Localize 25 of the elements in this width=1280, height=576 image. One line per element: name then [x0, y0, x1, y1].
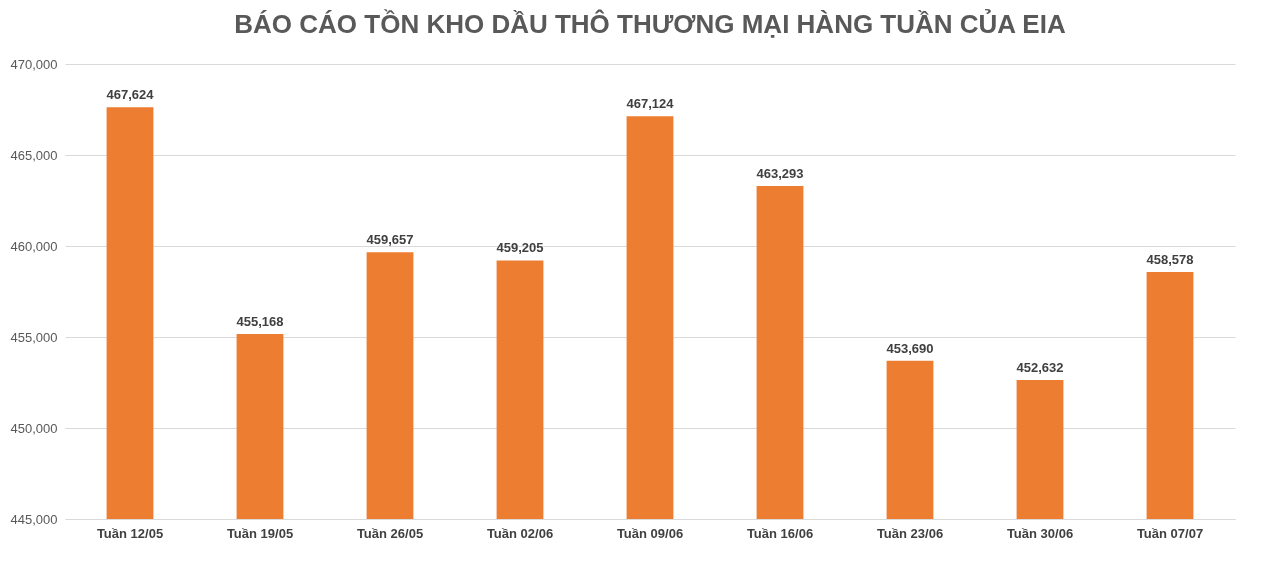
data-label: 459,205: [496, 240, 544, 256]
y-tick-label: 450,000: [10, 420, 58, 436]
chart-title: BÁO CÁO TỒN KHO DẦU THÔ THƯƠNG MẠI HÀNG TUẦN CỦA EIA: [234, 8, 1066, 39]
y-tick-label: 460,000: [10, 238, 58, 254]
data-label: 467,124: [626, 96, 675, 112]
y-tick-label: 470,000: [10, 56, 58, 72]
y-tick-label: 445,000: [10, 511, 58, 527]
x-tick-label: Tuần 09/06: [616, 525, 684, 541]
data-label: 463,293: [756, 166, 804, 182]
x-tick-label: Tuần 30/06: [1006, 525, 1074, 541]
data-label: 459,657: [366, 232, 414, 248]
x-tick-label: Tuần 16/06: [746, 525, 814, 541]
data-label: 458,578: [1146, 251, 1194, 267]
x-tick-label: Tuần 23/06: [876, 525, 944, 541]
x-tick-label: Tuần 12/05: [96, 525, 164, 541]
y-tick-label: 455,000: [10, 329, 58, 345]
data-label: 467,624: [106, 87, 155, 103]
data-label: 455,168: [236, 313, 284, 329]
y-tick-label: 465,000: [10, 147, 58, 163]
x-tick-label: Tuần 07/07: [1136, 525, 1204, 541]
data-label: 453,690: [886, 340, 934, 356]
data-label: 452,632: [1016, 360, 1064, 376]
x-tick-label: Tuần 19/05: [226, 525, 294, 541]
x-tick-label: Tuần 26/05: [356, 525, 424, 541]
x-tick-label: Tuần 02/06: [486, 525, 554, 541]
